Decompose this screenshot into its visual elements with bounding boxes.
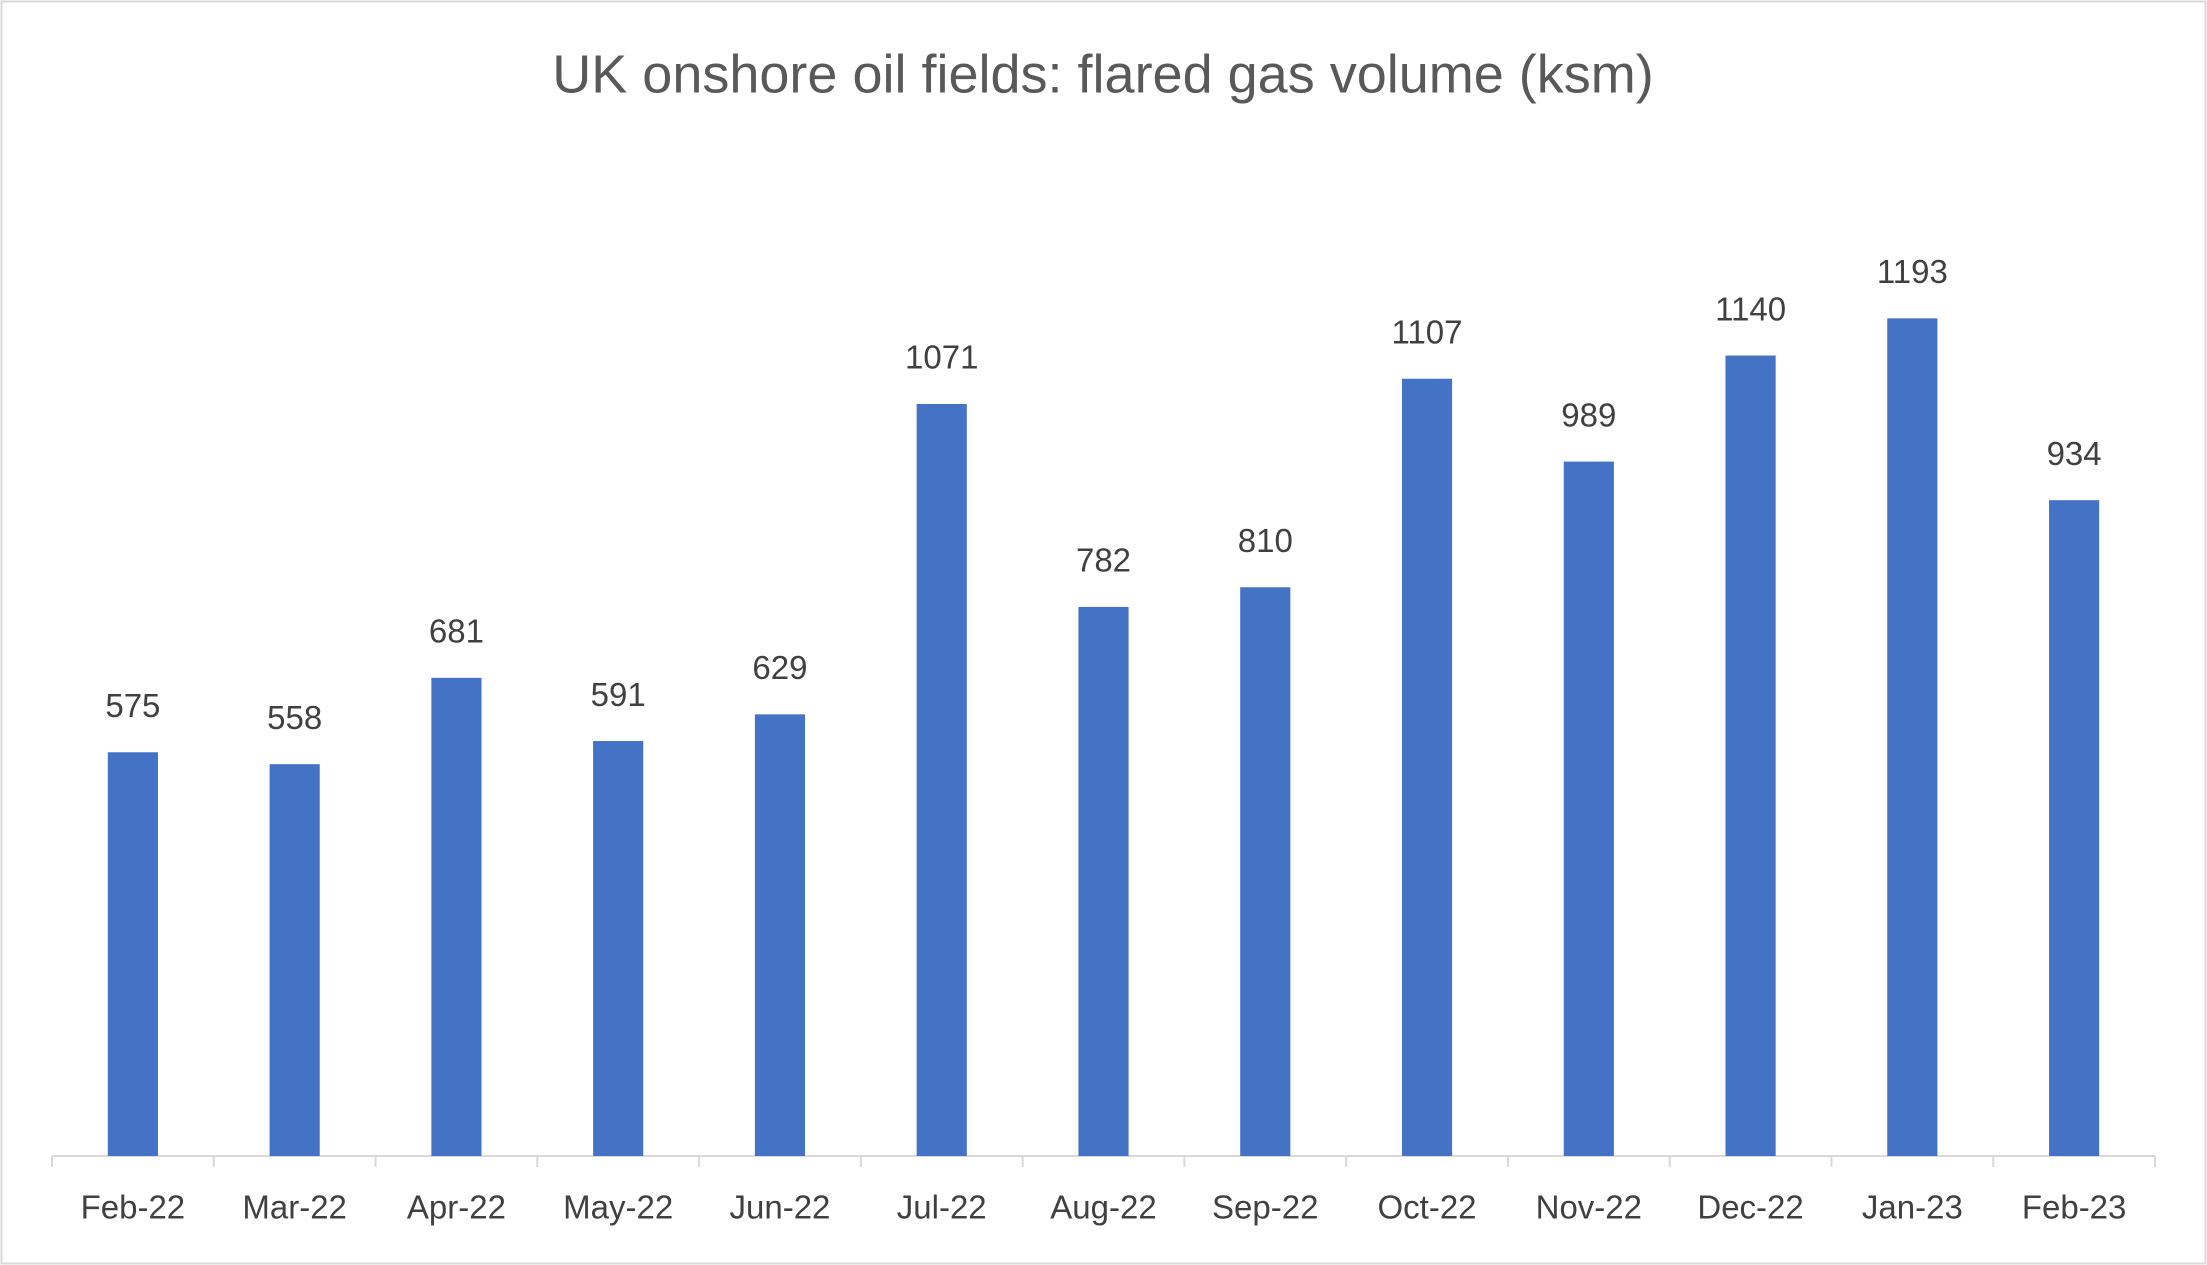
x-tick-label: Feb-22: [81, 1189, 186, 1226]
x-tick-label: Dec-22: [1697, 1189, 1803, 1226]
x-tick-label: Mar-22: [242, 1189, 347, 1226]
bar: [269, 764, 320, 1156]
bar: [1078, 606, 1129, 1156]
value-label: 1140: [1715, 290, 1786, 327]
value-label: 1071: [905, 339, 978, 376]
bar: [1725, 355, 1776, 1156]
x-tick-label: Oct-22: [1378, 1189, 1477, 1226]
bar: [431, 677, 482, 1156]
bar: [1563, 461, 1614, 1157]
x-tick-label: Aug-22: [1050, 1189, 1156, 1226]
value-label: 1107: [1392, 313, 1463, 350]
value-label: 934: [2047, 435, 2102, 472]
chart-title: UK onshore oil fields: flared gas volume…: [552, 44, 1653, 104]
x-tick-label: Jul-22: [897, 1189, 987, 1226]
value-label: 782: [1076, 542, 1131, 579]
value-label: 1193: [1877, 253, 1948, 290]
x-tick-label: Jun-22: [730, 1189, 831, 1226]
x-tick-label: Sep-22: [1212, 1189, 1318, 1226]
value-label: 681: [429, 613, 484, 650]
bar: [916, 404, 967, 1156]
value-label: 810: [1238, 522, 1293, 559]
value-label: 591: [591, 676, 646, 713]
bar: [2049, 500, 2100, 1156]
x-tick-label: Jan-23: [1862, 1189, 1963, 1226]
x-tick-label: Apr-22: [407, 1189, 506, 1226]
value-label: 575: [105, 687, 160, 724]
x-tick-label: Nov-22: [1536, 1189, 1642, 1226]
value-label: 629: [752, 649, 807, 686]
bar: [593, 741, 644, 1156]
bar: [1240, 587, 1291, 1156]
x-tick-label: Feb-23: [2022, 1189, 2127, 1226]
bar: [107, 752, 158, 1156]
value-label: 558: [267, 699, 322, 736]
bar: [1401, 378, 1453, 1156]
x-tick-label: May-22: [563, 1189, 673, 1226]
bar: [754, 714, 806, 1156]
bar: [1887, 318, 1938, 1156]
value-label: 989: [1561, 396, 1616, 433]
